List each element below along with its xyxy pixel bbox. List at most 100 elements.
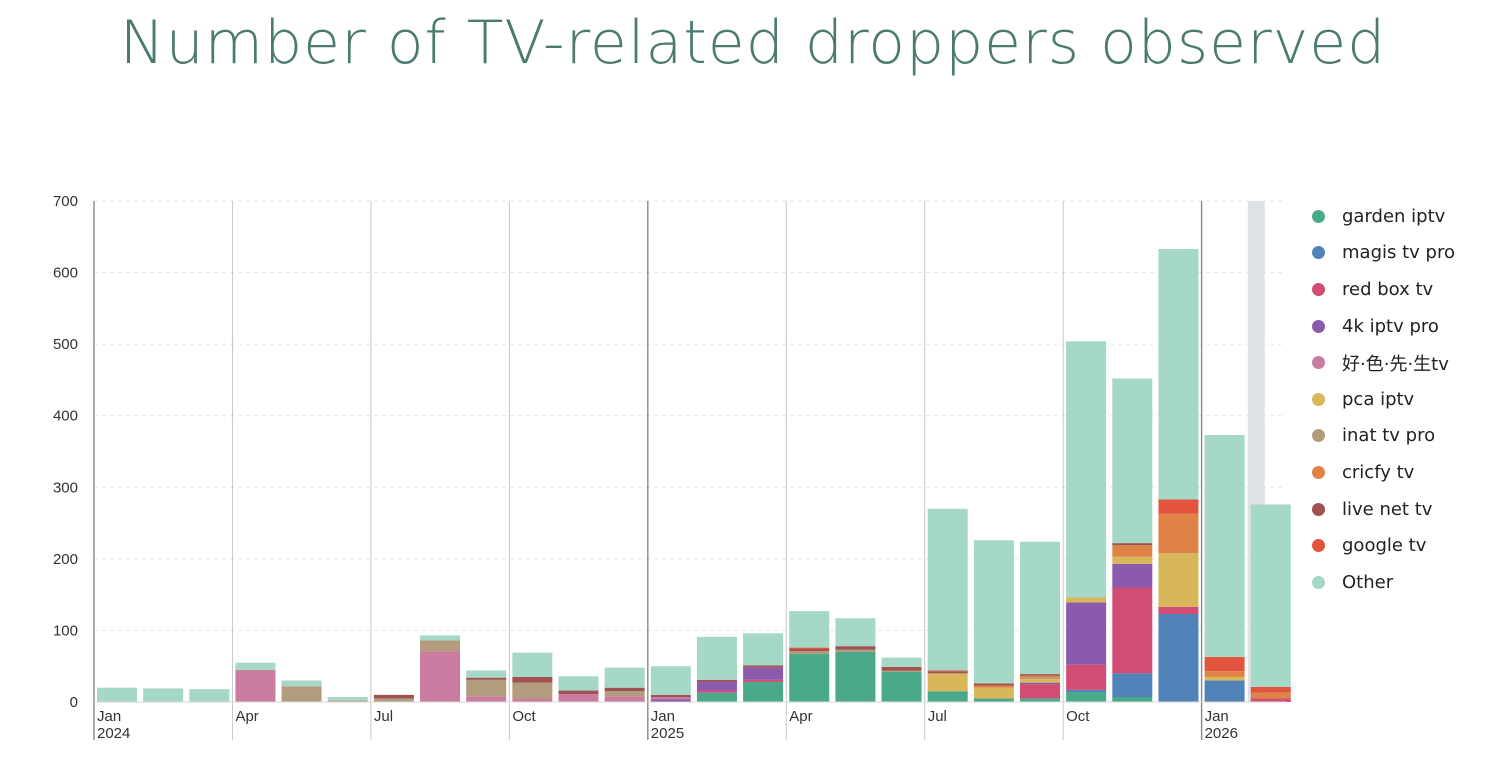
bar-segment-4k-iptv-pro (1020, 682, 1060, 685)
legend-item[interactable]: cricfy tv (1312, 454, 1455, 491)
bar-segment-other (973, 540, 1014, 684)
x-tick-label: Jul (928, 708, 947, 725)
bar-segment-inat-tv-pro (327, 700, 368, 702)
legend-swatch (1312, 429, 1325, 443)
bar-segment-other (512, 652, 553, 677)
legend-item[interactable]: magis tv pro (1312, 235, 1455, 272)
bar-segment-google-tv (789, 647, 830, 650)
bar-segment-other (327, 696, 368, 701)
legend-label: garden iptv (1342, 205, 1446, 227)
x-tick-sublabel: 2024 (97, 725, 130, 742)
bar-segment-google-tv (1250, 686, 1291, 693)
legend-item[interactable]: live net tv (1312, 491, 1455, 528)
bar-segment-4k-iptv-pro (650, 699, 691, 702)
bar-segment-magis-tv-pro (1066, 689, 1107, 692)
bar-segment-red-box-tv (1250, 698, 1291, 702)
legend-item[interactable]: 4k iptv pro (1312, 308, 1455, 345)
legend-item[interactable]: inat tv pro (1312, 418, 1455, 455)
bar-segment-red-box-tv (1066, 664, 1107, 690)
bar-segment-red-box-tv (743, 679, 784, 682)
bar-segment-red-box-tv (1112, 587, 1153, 674)
legend-label: google tv (1342, 535, 1427, 557)
bar-segment-4k-iptv-pro (696, 681, 737, 691)
bar-segment-cricfy-tv (973, 685, 1014, 688)
bar-segment-inat-tv-pro (466, 679, 507, 697)
bar-segment--tv (650, 696, 691, 700)
bar-segment-inat-tv-pro (281, 686, 322, 702)
bar-segment-garden-iptv (696, 692, 737, 702)
legend-item[interactable]: red box tv (1312, 271, 1455, 308)
bar-segment-pca-iptv (1020, 679, 1060, 683)
y-tick-label: 600 (53, 265, 78, 282)
bar-segment-google-tv (1158, 499, 1199, 514)
bar-segment-other (881, 657, 922, 667)
bar-segment-other (143, 688, 184, 702)
bar-segment-inat-tv-pro (420, 640, 461, 652)
bar-segment-pca-iptv (1112, 556, 1153, 564)
bar-segment-live-net-tv (789, 649, 830, 652)
bar-segment-magis-tv-pro (1158, 613, 1199, 702)
bar-segment-garden-iptv (927, 691, 968, 702)
legend-swatch (1312, 356, 1325, 370)
bar-segment-inat-tv-pro (604, 691, 645, 697)
bar-segment-pca-iptv (973, 687, 1014, 699)
bar-segment-4k-iptv-pro (1112, 563, 1153, 588)
bar-segment--tv (466, 696, 507, 702)
bar-segment-live-net-tv (696, 679, 737, 682)
bar-segment-garden-iptv (1066, 691, 1107, 702)
bar-segment-live-net-tv (650, 694, 691, 697)
bar-segment-live-net-tv (1112, 543, 1153, 546)
bar-segment-live-net-tv (373, 694, 414, 699)
bar-segment-live-net-tv (558, 690, 599, 695)
bar-segment-other (1250, 504, 1291, 687)
bar-segment-other (1020, 541, 1060, 675)
bar-segment-live-net-tv (743, 665, 784, 668)
bar-segment-other (835, 618, 876, 647)
legend-swatch (1312, 465, 1325, 479)
bar-segment-other (650, 666, 691, 695)
bar-segment-live-net-tv (604, 687, 645, 692)
bar-segment-other (789, 611, 830, 648)
y-tick-label: 200 (53, 551, 78, 568)
legend-item[interactable]: garden iptv (1312, 198, 1455, 235)
bar-segment-magis-tv-pro (1204, 680, 1245, 702)
bar-segment-red-box-tv (1020, 684, 1060, 699)
bar-segment-other (281, 680, 322, 687)
bar-segment-other (743, 633, 784, 666)
legend-swatch (1312, 502, 1325, 516)
bar-segment-pca-iptv (927, 673, 968, 692)
chart-title: Number of TV-related droppers observed (119, 8, 1387, 78)
bar-segment-pca-iptv (1158, 553, 1199, 607)
legend-swatch (1312, 539, 1325, 553)
bar-segment-other (189, 689, 230, 702)
bar-segment-inat-tv-pro (881, 670, 922, 672)
legend-label: pca iptv (1342, 388, 1415, 410)
bar-segment-other (97, 687, 137, 702)
bar-segment-cricfy-tv (1158, 513, 1199, 554)
bar-segment-live-net-tv (512, 676, 553, 683)
bar-segment-inat-tv-pro (512, 682, 553, 699)
x-tick-label: Jan (651, 708, 675, 725)
legend-label: magis tv pro (1342, 242, 1455, 264)
legend-swatch (1312, 246, 1325, 260)
bar-segment-garden-iptv (789, 654, 830, 702)
bar-segment-cricfy-tv (1250, 692, 1291, 699)
chart-legend: garden iptv magis tv pro red box tv 4k iptv… (1312, 198, 1455, 601)
legend-item[interactable]: google tv (1312, 527, 1455, 564)
bar-segment-garden-iptv (973, 698, 1014, 702)
bar-segment--tv (512, 698, 553, 702)
x-tick-label: Jan (1205, 708, 1229, 725)
legend-label: inat tv pro (1342, 425, 1436, 447)
bar-segment-pca-iptv (1204, 676, 1245, 681)
bar-segment-google-tv (927, 670, 968, 672)
bar-segment-red-box-tv (1158, 606, 1199, 614)
legend-item[interactable]: 好·色·先·生tv (1312, 344, 1455, 381)
bar-segment-other (1204, 435, 1245, 657)
bar-segment-live-net-tv (881, 666, 922, 671)
legend-item[interactable]: Other (1312, 564, 1455, 601)
legend-item[interactable]: pca iptv (1312, 381, 1455, 418)
legend-label: red box tv (1342, 278, 1434, 300)
legend-label: 4k iptv pro (1342, 315, 1439, 337)
bar-segment-cricfy-tv (1204, 671, 1245, 677)
